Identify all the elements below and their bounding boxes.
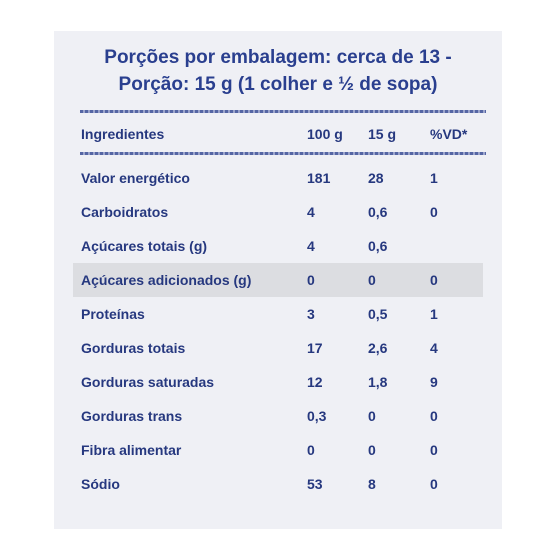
table-row: Carboidratos 4 0,6 0 <box>73 195 483 229</box>
value-15g: 0,6 <box>368 204 388 220</box>
value-100g: 53 <box>307 476 323 492</box>
portion-title-line-2: Porção: 15 g (1 colher e ½ de sopa) <box>118 74 438 95</box>
value-15g: 28 <box>368 170 384 186</box>
nutrient-name: Carboidratos <box>81 204 169 220</box>
table-header-row: Ingredientes 100 g 15 g %VD* <box>73 117 483 151</box>
value-daily-percent: 1 <box>430 170 438 186</box>
value-daily-percent: 0 <box>430 408 438 424</box>
value-15g: 2,6 <box>368 340 388 356</box>
table-row: Açúcares totais (g) 4 0,6 <box>73 229 483 263</box>
table-row: Fibra alimentar 0 0 0 <box>73 433 483 467</box>
table-row: Gorduras trans 0,3 0 0 <box>73 399 483 433</box>
table-row: Gorduras saturadas 12 1,8 9 <box>73 365 483 399</box>
portion-title: Porções por embalagem: cerca de 13 - Por… <box>54 44 502 98</box>
header-top-divider <box>80 110 486 113</box>
value-100g: 4 <box>307 204 315 220</box>
value-100g: 0,3 <box>307 408 327 424</box>
nutrient-name: Proteínas <box>81 306 145 322</box>
value-15g: 0 <box>368 408 376 424</box>
value-100g: 17 <box>307 340 323 356</box>
value-15g: 0,6 <box>368 238 388 254</box>
nutrition-panel: Porções por embalagem: cerca de 13 - Por… <box>54 31 502 529</box>
value-daily-percent: 1 <box>430 306 438 322</box>
nutrient-name: Fibra alimentar <box>81 442 182 458</box>
header-per-15g: 15 g <box>368 126 397 142</box>
value-100g: 0 <box>307 442 315 458</box>
value-100g: 181 <box>307 170 331 186</box>
value-daily-percent: 0 <box>430 204 438 220</box>
table-row: Proteínas 3 0,5 1 <box>73 297 483 331</box>
nutrient-name: Açúcares totais (g) <box>81 238 208 254</box>
nutrient-name: Açúcares adicionados (g) <box>81 272 252 288</box>
table-row-highlighted: Açúcares adicionados (g) 0 0 0 <box>73 263 483 297</box>
header-ingredients: Ingredientes <box>81 126 165 142</box>
table-row: Gorduras totais 17 2,6 4 <box>73 331 483 365</box>
value-100g: 0 <box>307 272 315 288</box>
value-15g: 0 <box>368 442 376 458</box>
value-15g: 0,5 <box>368 306 388 322</box>
value-daily-percent: 0 <box>430 272 438 288</box>
nutrient-name: Sódio <box>81 476 120 492</box>
header-bottom-divider <box>80 152 486 155</box>
value-15g: 8 <box>368 476 376 492</box>
table-row: Valor energético 181 28 1 <box>73 161 483 195</box>
nutrient-name: Gorduras saturadas <box>81 374 215 390</box>
header-per-100g: 100 g <box>307 126 343 142</box>
value-100g: 4 <box>307 238 315 254</box>
value-15g: 0 <box>368 272 376 288</box>
nutrient-name: Gorduras trans <box>81 408 183 424</box>
value-daily-percent: 0 <box>430 476 438 492</box>
value-100g: 3 <box>307 306 315 322</box>
value-daily-percent: 0 <box>430 442 438 458</box>
value-15g: 1,8 <box>368 374 388 390</box>
table-row: Sódio 53 8 0 <box>73 467 483 501</box>
value-daily-percent: 9 <box>430 374 438 390</box>
nutrient-name: Valor energético <box>81 170 190 186</box>
value-100g: 12 <box>307 374 323 390</box>
nutrient-name: Gorduras totais <box>81 340 186 356</box>
header-daily-value: %VD* <box>430 126 468 142</box>
portion-title-line-1: Porções por embalagem: cerca de 13 - <box>104 47 452 68</box>
value-daily-percent: 4 <box>430 340 438 356</box>
